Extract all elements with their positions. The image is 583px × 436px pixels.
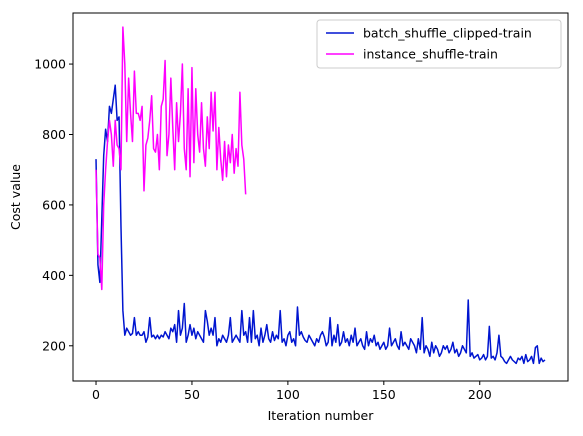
y-axis-ticks: 200 400 600 800 1000 xyxy=(34,57,73,353)
axes-frame xyxy=(72,12,569,382)
y-tick-label: 400 xyxy=(42,268,66,283)
legend: batch_shuffle_clipped-train instance_shu… xyxy=(316,19,562,69)
plot-area xyxy=(95,26,546,365)
x-tick-label: 0 xyxy=(92,387,100,402)
y-axis-label: Cost value xyxy=(8,164,23,230)
x-axis-label: Iteration number xyxy=(268,408,375,423)
legend-box xyxy=(316,19,562,69)
x-tick-label: 150 xyxy=(372,387,396,402)
legend-entry-batch-shuffle: batch_shuffle_clipped-train xyxy=(363,26,532,41)
x-tick-label: 200 xyxy=(468,387,492,402)
x-tick-label: 100 xyxy=(276,387,300,402)
series-line-batch-shuffle-clipped-train xyxy=(95,84,546,365)
y-tick-label: 800 xyxy=(42,127,66,142)
y-tick-label: 1000 xyxy=(34,57,66,72)
legend-entry-instance-shuffle: instance_shuffle-train xyxy=(363,47,498,62)
series-line-instance-shuffle-train xyxy=(95,26,247,291)
x-axis-ticks: 0 50 100 150 200 xyxy=(92,381,492,402)
y-tick-label: 200 xyxy=(42,338,66,353)
y-tick-label: 600 xyxy=(42,197,66,212)
x-tick-label: 50 xyxy=(184,387,200,402)
